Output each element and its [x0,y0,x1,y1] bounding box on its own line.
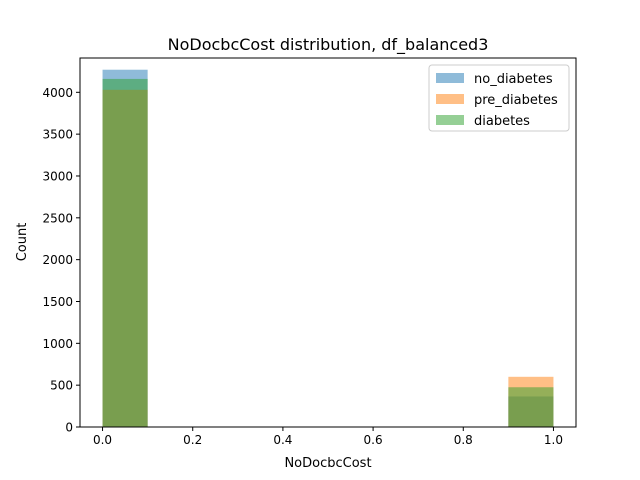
y-tick-label: 0 [65,421,73,435]
y-axis-label: Count [15,223,30,262]
y-tick-label: 500 [50,379,73,393]
legend-swatch-pre_diabetes [436,94,464,104]
bars-group [102,69,554,427]
legend-label-pre_diabetes: pre_diabetes [474,93,558,108]
x-tick-label: 0.8 [454,433,473,447]
x-axis-label: NoDocbcCost [284,456,371,471]
legend-swatch-no_diabetes [436,73,464,83]
bar-diabetes-bin-1 [508,387,554,427]
x-tick-label: 0.6 [364,433,383,447]
x-tick-label: 0.2 [183,433,202,447]
legend-label-no_diabetes: no_diabetes [474,72,553,87]
y-tick-label: 4000 [42,86,73,100]
y-tick-label: 2000 [42,253,73,267]
chart-title: NoDocbcCost distribution, df_balanced3 [168,35,489,55]
x-tick-label: 1.0 [544,433,563,447]
legend-label-diabetes: diabetes [474,114,530,129]
legend: no_diabetes pre_diabetes diabetes [428,64,570,132]
y-tick-label: 2500 [42,211,73,225]
x-tick-label: 0.4 [273,433,292,447]
x-axis-ticks: 0.0 0.2 0.4 0.6 0.8 1.0 [93,427,563,447]
plot-frame [79,57,577,428]
y-tick-label: 3000 [42,169,73,183]
legend-swatch-diabetes [436,115,464,125]
x-tick-label: 0.0 [93,433,112,447]
y-tick-label: 3500 [42,128,73,142]
bar-diabetes-bin-0 [102,78,148,427]
y-axis-ticks: 0 500 1000 1500 2000 2500 3000 3500 4000 [42,86,80,435]
y-tick-label: 1000 [42,337,73,351]
y-tick-label: 1500 [42,295,73,309]
